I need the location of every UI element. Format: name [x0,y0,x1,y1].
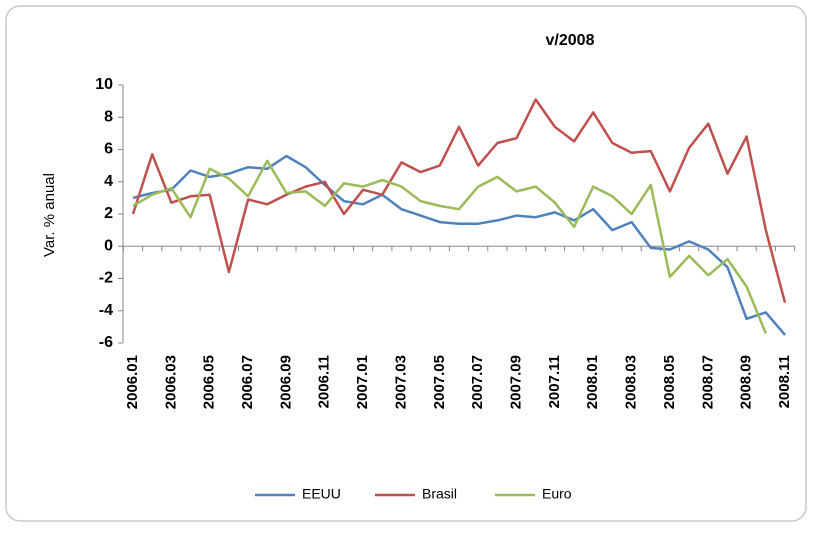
chart-frame [5,5,807,522]
x-tick-label: 2006.11 [316,355,333,408]
x-tick-label: 2006.01 [124,355,141,409]
x-tick-label: 2006.07 [239,355,256,409]
x-tick-label: 2007.07 [469,355,486,409]
x-tick-label: 2008.11 [776,355,793,408]
x-tick-label: 2008.07 [699,355,716,409]
y-tick-label: 2 [104,205,113,222]
x-tick-label: 2008.09 [738,355,755,409]
y-tick-label: -2 [99,270,113,287]
y-tick-label: -4 [99,302,113,319]
y-axis-label: Var. % anual [41,173,58,257]
y-tick-label: 6 [104,141,113,158]
x-tick-label: 2006.03 [162,355,179,409]
x-tick-label: 2006.09 [277,355,294,409]
x-tick-label: 2007.01 [354,355,371,409]
y-tick-label: 8 [104,108,113,125]
x-tick-label: 2007.09 [507,355,524,409]
y-tick-label: 10 [95,76,113,93]
legend-label: Brasil [422,486,457,502]
series-line [132,159,767,334]
x-tick-label: 2008.05 [661,355,678,409]
x-tick-label: 2007.03 [392,355,409,409]
x-tick-label: 2006.05 [201,355,218,409]
x-tick-label: 2007.05 [431,355,448,409]
y-tick-label: -6 [99,334,113,351]
x-tick-label: 2008.03 [623,355,640,409]
series-line [132,154,786,336]
x-tick-label: 2008.01 [584,355,601,409]
series-line [131,98,787,304]
y-tick-label: 4 [104,173,113,190]
chart-title: v/2008 [546,32,595,49]
legend-label: EEUU [302,486,341,502]
x-tick-label: 2007.11 [546,355,563,408]
y-tick-label: 0 [104,237,113,254]
legend-label: Euro [542,486,572,502]
